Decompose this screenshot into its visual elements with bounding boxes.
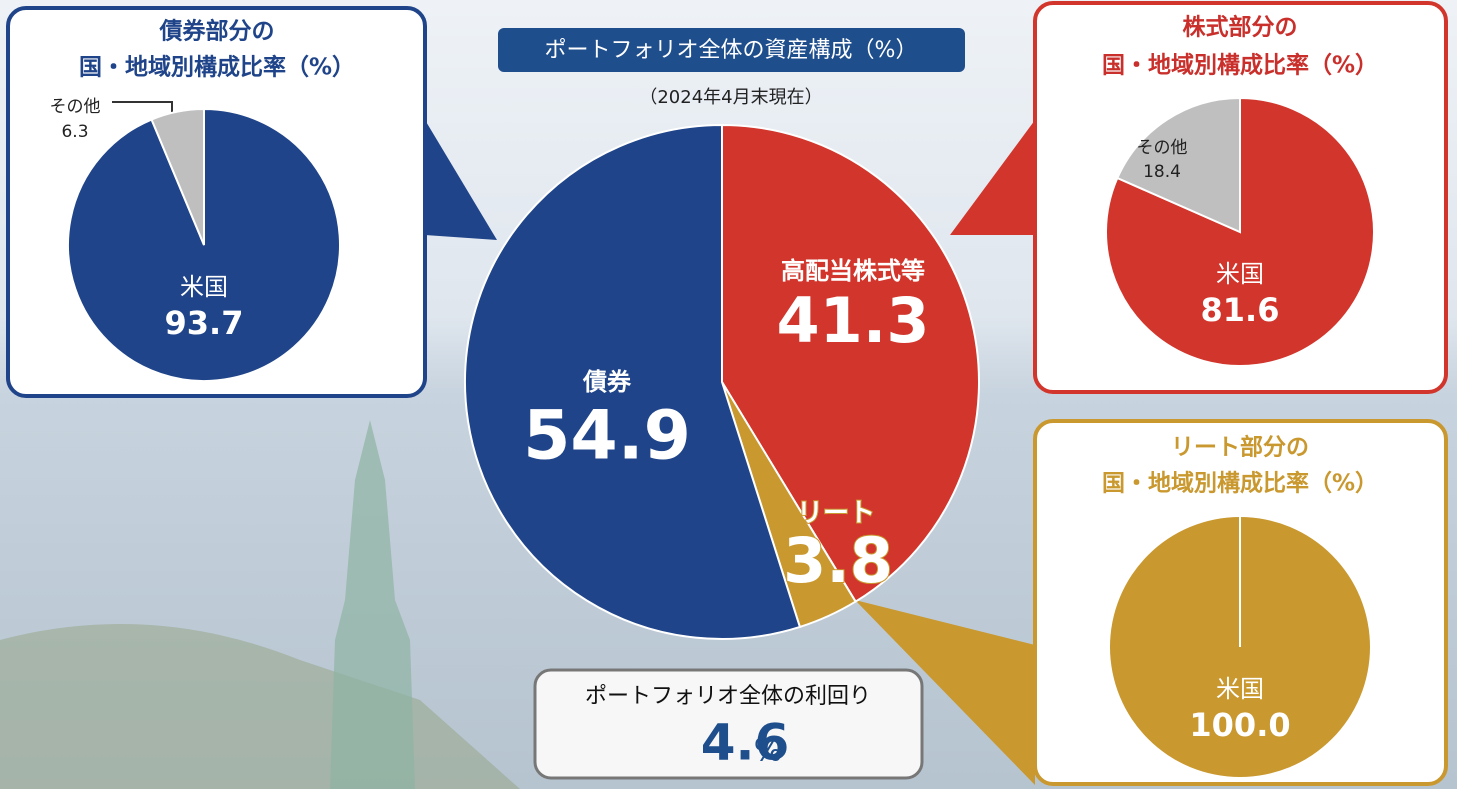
slice-category: その他 xyxy=(50,97,101,117)
yield-box xyxy=(533,668,924,780)
panel-title: リート部分の xyxy=(1171,434,1309,461)
pie-slice xyxy=(464,123,802,640)
main-subtitle: （2024年4月末現在） xyxy=(639,87,822,108)
panel-title: 国・地域別構成比率（%） xyxy=(1102,470,1378,497)
slice-value: 3.8 xyxy=(783,524,893,597)
callout xyxy=(855,600,1035,785)
yield-unit: % xyxy=(754,734,783,769)
slice-value: 93.7 xyxy=(165,304,244,342)
yield-label: ポートフォリオ全体の利回り xyxy=(585,684,871,709)
callout xyxy=(950,120,1035,235)
pie-slice xyxy=(150,107,205,246)
slice-value: 41.3 xyxy=(777,284,930,357)
title-pill xyxy=(498,28,965,72)
slice-value: 81.6 xyxy=(1201,291,1280,329)
panel-title: 国・地域別構成比率（%） xyxy=(79,54,355,81)
callout xyxy=(425,120,497,240)
slice-value: 100.0 xyxy=(1189,706,1290,744)
pie-slice xyxy=(1116,96,1241,234)
yield-value: 4.6 xyxy=(701,714,790,772)
panel-title: 国・地域別構成比率（%） xyxy=(1102,52,1378,79)
slice-category: その他 xyxy=(1137,138,1188,158)
slice-value: 6.3 xyxy=(61,122,88,142)
slice-category: リート xyxy=(797,499,875,529)
panel-title: 株式部分の xyxy=(1183,14,1298,41)
slice-value: 54.9 xyxy=(523,397,691,476)
slice-category: 債券 xyxy=(582,368,632,396)
panel-title: 債券部分の xyxy=(159,18,275,45)
slice-value: 18.4 xyxy=(1143,162,1181,182)
slice-category: 米国 xyxy=(1216,260,1264,288)
slice-category: 米国 xyxy=(180,273,228,301)
slice-category: 米国 xyxy=(1216,675,1264,703)
main-title: ポートフォリオ全体の資産構成（%） xyxy=(545,38,918,63)
slice-category: 高配当株式等 xyxy=(781,257,925,285)
statue xyxy=(330,420,415,789)
pie-slice xyxy=(721,123,980,603)
